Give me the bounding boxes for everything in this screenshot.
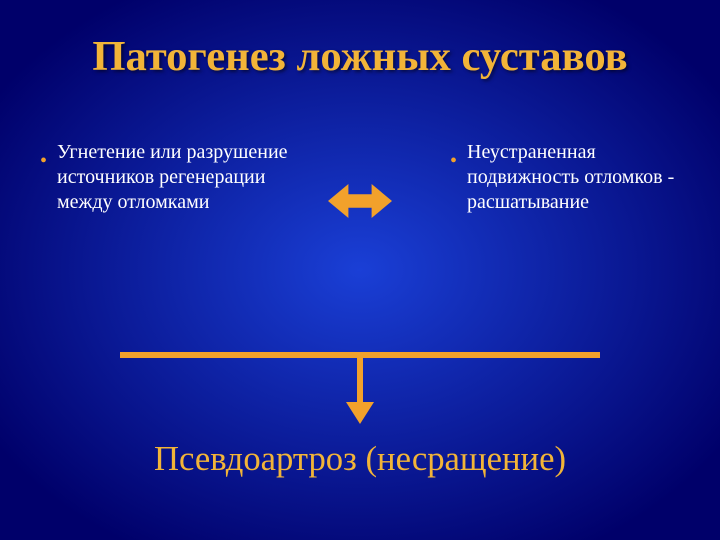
- down-connector-icon: [120, 352, 600, 424]
- result-text: Псевдоартроз (несращение): [0, 440, 720, 479]
- right-column: • Неустраненная подвижность отломков - р…: [450, 140, 680, 215]
- left-column-text: Угнетение или разрушение источников реге…: [57, 140, 300, 215]
- slide: Патогенез ложных суставов • Угнетение ил…: [0, 0, 720, 540]
- bullet-icon: •: [40, 150, 47, 173]
- right-column-text: Неустраненная подвижность отломков - рас…: [467, 140, 680, 215]
- slide-title: Патогенез ложных суставов: [0, 32, 720, 81]
- left-column: • Угнетение или разрушение источников ре…: [40, 140, 300, 215]
- bidirectional-arrow-icon: [328, 184, 392, 218]
- bullet-icon: •: [450, 150, 457, 173]
